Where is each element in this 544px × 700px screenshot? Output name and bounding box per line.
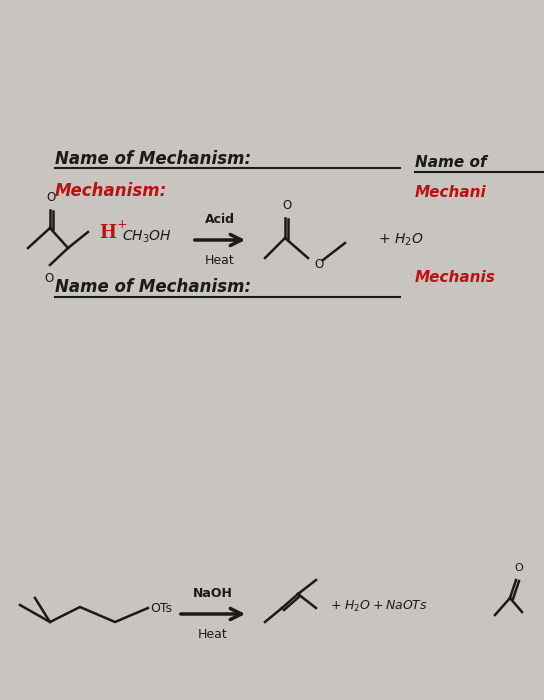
Text: O: O [282,199,292,212]
Text: Heat: Heat [205,254,235,267]
Text: H: H [100,224,116,242]
Text: Mechanism:: Mechanism: [55,182,167,200]
Text: Name of Mechanism:: Name of Mechanism: [55,278,251,296]
Text: Mechani: Mechani [415,185,487,200]
Text: $+\ H_2O + NaOTs$: $+\ H_2O + NaOTs$ [330,598,428,613]
Text: Heat: Heat [198,628,228,641]
Text: O: O [45,272,54,285]
Text: O: O [515,563,523,573]
Text: +: + [117,218,128,230]
Text: O: O [46,191,55,204]
Text: OTs: OTs [150,601,172,615]
Text: Mechanis: Mechanis [415,270,496,285]
Text: $CH_3OH$: $CH_3OH$ [122,229,172,245]
Text: Name of: Name of [415,155,487,170]
Text: Acid: Acid [205,213,235,226]
Text: Name of Mechanism:: Name of Mechanism: [55,150,251,168]
Text: $+\ H_2O$: $+\ H_2O$ [378,232,423,248]
Text: NaOH: NaOH [193,587,233,600]
Text: O: O [314,258,323,270]
